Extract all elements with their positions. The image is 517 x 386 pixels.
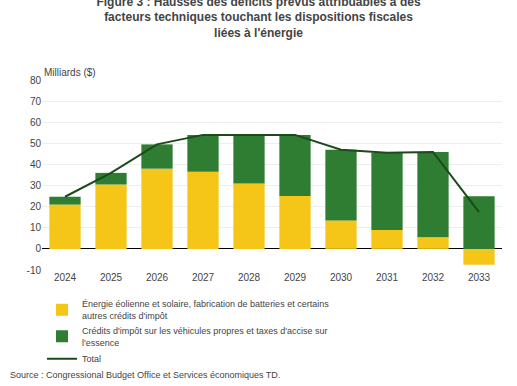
svg-text:50: 50 xyxy=(30,138,42,149)
svg-text:2028: 2028 xyxy=(238,272,261,283)
svg-text:2029: 2029 xyxy=(284,272,307,283)
svg-text:70: 70 xyxy=(30,96,42,107)
svg-text:2027: 2027 xyxy=(192,272,215,283)
svg-text:2025: 2025 xyxy=(100,272,123,283)
svg-text:2031: 2031 xyxy=(376,272,399,283)
svg-text:10: 10 xyxy=(30,222,42,233)
svg-text:-10: -10 xyxy=(27,265,42,276)
svg-text:Énergie éolienne et solaire, f: Énergie éolienne et solaire, fabrication… xyxy=(82,299,329,321)
svg-text:Milliards ($): Milliards ($) xyxy=(44,67,96,78)
svg-text:2032: 2032 xyxy=(422,272,445,283)
svg-text:Crédits d'impôt sur les véhicu: Crédits d'impôt sur les véhicules propre… xyxy=(82,326,328,348)
svg-text:60: 60 xyxy=(30,117,42,128)
svg-text:80: 80 xyxy=(30,75,42,86)
svg-text:Total: Total xyxy=(82,354,101,364)
svg-text:2030: 2030 xyxy=(330,272,353,283)
svg-text:2026: 2026 xyxy=(146,272,169,283)
svg-text:Figure 3 : Hausses des déficit: Figure 3 : Hausses des déficits prévus a… xyxy=(96,0,420,40)
svg-text:30: 30 xyxy=(30,180,42,191)
svg-text:20: 20 xyxy=(30,201,42,212)
svg-text:0: 0 xyxy=(35,243,41,254)
svg-text:40: 40 xyxy=(30,159,42,170)
svg-text:2024: 2024 xyxy=(54,272,77,283)
svg-text:Source : Congressional Budget: Source : Congressional Budget Office et … xyxy=(10,370,280,380)
svg-text:2033: 2033 xyxy=(468,272,491,283)
